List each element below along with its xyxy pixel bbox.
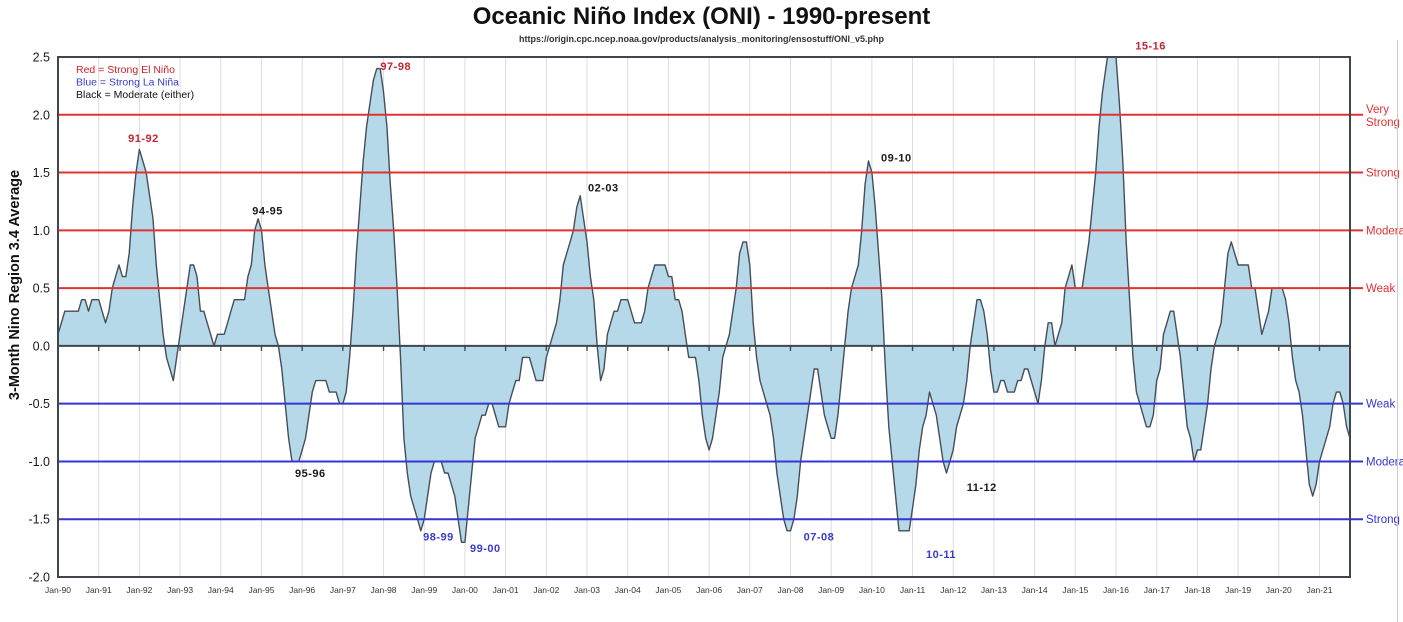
x-tick-label: Jan-16 — [1103, 585, 1129, 595]
x-tick-label: Jan-09 — [818, 585, 844, 595]
chart-title: Oceanic Niño Index (ONI) - 1990-present — [472, 3, 931, 30]
chart-subtitle-url: https://origin.cpc.ncep.noaa.gov/product… — [518, 34, 885, 44]
el-nino-threshold-label: Very Strong — [1366, 104, 1400, 129]
x-tick-label: Jan-90 — [45, 585, 71, 595]
el-nino-threshold-label: Moderate — [1366, 225, 1403, 237]
la-nina-threshold-label: Strong — [1366, 514, 1400, 526]
x-tick-label: Jan-12 — [940, 585, 966, 595]
enso-event-label: 09-10 — [881, 153, 912, 165]
x-tick-label: Jan-13 — [981, 585, 1007, 595]
enso-event-label: 91-92 — [128, 133, 159, 145]
enso-event-label: 94-95 — [252, 206, 283, 218]
x-tick-label: Jan-19 — [1225, 585, 1251, 595]
y-tick-label: -1.5 — [28, 513, 50, 527]
y-tick-label: -1.0 — [28, 455, 50, 469]
y-tick-label: 1.0 — [33, 224, 50, 238]
legend-item: Blue = Strong La Niña — [76, 77, 179, 89]
x-tick-label: Jan-08 — [777, 585, 803, 595]
enso-event-label: 02-03 — [588, 183, 619, 195]
la-nina-threshold-label: Moderate — [1366, 456, 1403, 468]
enso-event-label: 11-12 — [967, 482, 997, 494]
x-tick-label: Jan-01 — [493, 585, 519, 595]
x-tick-label: Jan-07 — [737, 585, 763, 595]
x-tick-label: Jan-15 — [1062, 585, 1088, 595]
enso-event-label: 10-11 — [926, 549, 956, 561]
window-edge-line — [1397, 40, 1398, 622]
y-tick-label: 0.5 — [33, 282, 50, 296]
x-tick-label: Jan-14 — [1022, 585, 1048, 595]
x-tick-label: Jan-97 — [330, 585, 356, 595]
x-tick-label: Jan-03 — [574, 585, 600, 595]
x-tick-label: Jan-93 — [167, 585, 193, 595]
y-tick-label: 2.5 — [33, 51, 50, 65]
x-tick-label: Jan-10 — [859, 585, 885, 595]
x-tick-label: Jan-05 — [655, 585, 681, 595]
el-nino-threshold-label: Weak — [1366, 283, 1395, 295]
y-tick-label: -0.5 — [28, 397, 50, 411]
legend-item: Red = Strong El Niño — [76, 64, 175, 76]
x-tick-label: Jan-20 — [1266, 585, 1292, 595]
x-tick-label: Jan-11 — [900, 585, 926, 595]
x-tick-label: Jan-21 — [1306, 585, 1332, 595]
x-tick-label: Jan-00 — [452, 585, 478, 595]
enso-event-label: 07-08 — [804, 532, 835, 544]
x-tick-label: Jan-92 — [126, 585, 152, 595]
y-tick-label: 0.0 — [33, 339, 50, 353]
x-tick-label: Jan-02 — [533, 585, 559, 595]
enso-event-label: 99-00 — [470, 543, 501, 555]
legend-item: Black = Moderate (either) — [76, 89, 194, 101]
enso-event-label: 95-96 — [295, 468, 326, 480]
plot-border — [57, 56, 1351, 578]
x-tick-label: Jan-98 — [371, 585, 397, 595]
x-tick-label: Jan-95 — [248, 585, 274, 595]
x-tick-label: Jan-17 — [1144, 585, 1170, 595]
x-tick-label: Jan-96 — [289, 585, 315, 595]
y-tick-label: 1.5 — [33, 166, 50, 180]
x-tick-label: Jan-94 — [208, 585, 234, 595]
x-tick-label: Jan-91 — [86, 585, 112, 595]
el-nino-threshold-label: Strong — [1366, 168, 1400, 180]
enso-event-label: 15-16 — [1135, 40, 1166, 52]
enso-event-label: 97-98 — [380, 61, 411, 73]
y-tick-label: -2.0 — [28, 571, 50, 585]
x-tick-label: Jan-99 — [411, 585, 437, 595]
y-tick-label: 2.0 — [33, 108, 50, 122]
x-tick-label: Jan-04 — [615, 585, 641, 595]
oni-area-fill — [58, 57, 1350, 543]
oni-series-line — [58, 57, 1350, 543]
x-tick-label: Jan-06 — [696, 585, 722, 595]
enso-event-label: 98-99 — [423, 532, 454, 544]
la-nina-threshold-label: Weak — [1366, 399, 1395, 411]
x-tick-label: Jan-18 — [1184, 585, 1210, 595]
